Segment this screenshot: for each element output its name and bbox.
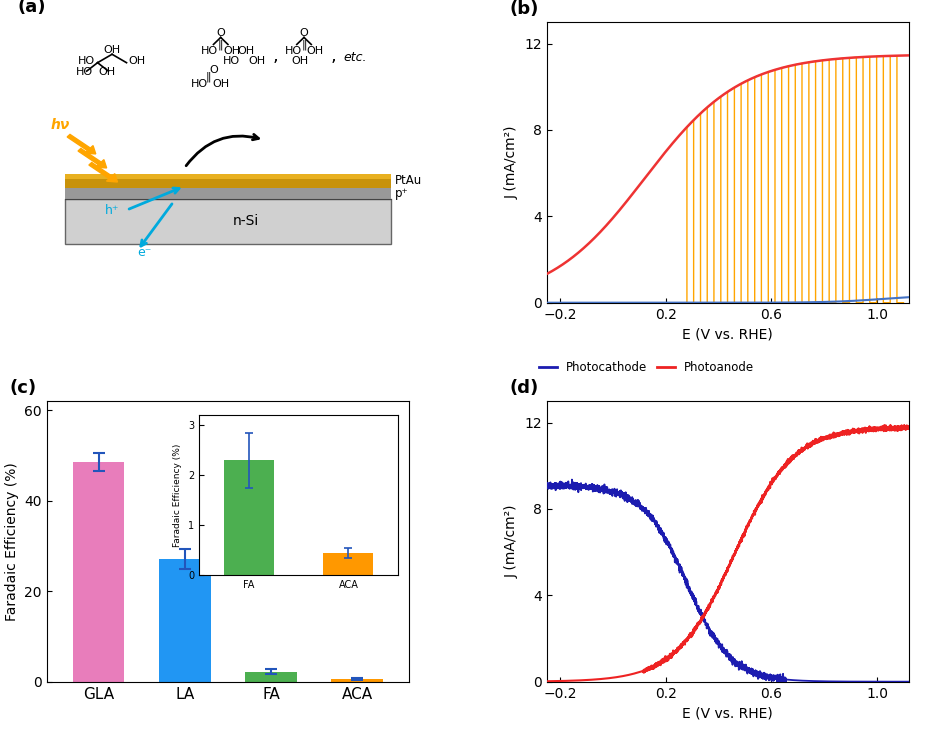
Text: OH: OH — [103, 45, 121, 55]
Text: OH: OH — [212, 78, 229, 89]
Legend: Photocathode, Photoanode: Photocathode, Photoanode — [534, 356, 758, 379]
Text: OH: OH — [223, 46, 240, 56]
Text: ‖: ‖ — [301, 40, 306, 50]
Text: (a): (a) — [18, 0, 46, 16]
Text: O: O — [216, 28, 225, 38]
FancyArrow shape — [78, 149, 107, 168]
Bar — [65, 188, 390, 199]
Text: HO: HO — [190, 78, 207, 89]
X-axis label: E (V vs. RHE): E (V vs. RHE) — [681, 327, 772, 341]
Text: O: O — [300, 28, 308, 38]
Bar — [65, 199, 390, 244]
Text: p⁺: p⁺ — [394, 187, 408, 199]
Text: OH: OH — [98, 67, 115, 77]
Text: HO: HO — [78, 56, 95, 66]
Text: etc.: etc. — [343, 51, 366, 65]
Y-axis label: J (mA/cm²): J (mA/cm²) — [505, 504, 519, 578]
Text: (b): (b) — [508, 0, 538, 18]
Text: HO: HO — [201, 46, 218, 56]
FancyArrow shape — [89, 163, 117, 182]
Text: PtAu: PtAu — [394, 174, 421, 187]
Text: ‖: ‖ — [218, 40, 223, 50]
Text: HO: HO — [285, 46, 301, 56]
Text: n-Si: n-Si — [233, 214, 259, 228]
FancyArrow shape — [67, 134, 95, 154]
Text: e⁻: e⁻ — [138, 246, 152, 259]
Bar — [159, 559, 211, 682]
Text: ,: , — [271, 47, 278, 65]
Bar — [73, 462, 124, 682]
Text: OH: OH — [237, 46, 255, 56]
Y-axis label: Faradaic Efficiency (%): Faradaic Efficiency (%) — [5, 462, 19, 621]
Text: h⁺: h⁺ — [105, 205, 119, 217]
Bar — [65, 174, 390, 188]
Bar — [245, 671, 297, 682]
Bar — [331, 679, 383, 682]
Y-axis label: J (mA/cm²): J (mA/cm²) — [505, 125, 519, 199]
Text: ,: , — [329, 47, 335, 65]
Text: hν: hν — [51, 118, 70, 132]
Text: OH: OH — [129, 56, 146, 66]
Text: (d): (d) — [508, 379, 538, 397]
Text: HO: HO — [223, 56, 240, 66]
Bar — [65, 174, 390, 179]
Text: OH: OH — [248, 56, 265, 66]
Text: O: O — [209, 65, 217, 75]
Text: (c): (c) — [9, 379, 37, 397]
Text: HO: HO — [76, 67, 94, 77]
Text: OH: OH — [306, 46, 323, 56]
Text: ‖: ‖ — [205, 72, 211, 82]
X-axis label: E (V vs. RHE): E (V vs. RHE) — [681, 706, 772, 720]
Text: OH: OH — [291, 56, 309, 66]
